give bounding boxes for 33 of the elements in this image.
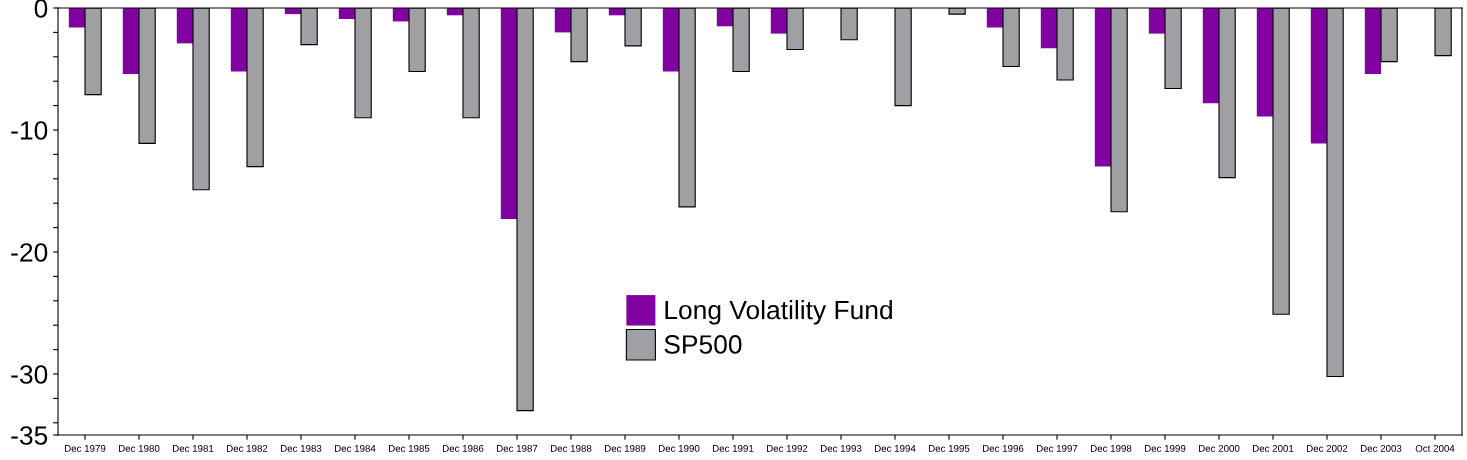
x-tick-label: Dec 1988 <box>550 444 592 452</box>
x-tick-label: Dec 1980 <box>118 444 160 452</box>
y-tick-label: -20 <box>11 243 48 262</box>
x-tick-label: Dec 1987 <box>496 444 538 452</box>
legend-label: SP500 <box>664 335 742 354</box>
x-tick-label: Dec 1983 <box>280 444 322 452</box>
x-tick-label: Dec 1995 <box>928 444 970 452</box>
x-tick-label: Dec 1996 <box>982 444 1024 452</box>
x-tick-label: Dec 2002 <box>1306 444 1348 452</box>
x-tick-label: Dec 1993 <box>820 444 862 452</box>
y-tick-label: -30 <box>11 365 48 384</box>
x-tick-label: Dec 1990 <box>658 444 700 452</box>
x-tick-label: Dec 1998 <box>1090 444 1132 452</box>
x-tick-label: Dec 2000 <box>1198 444 1240 452</box>
x-tick-label: Dec 1986 <box>442 444 484 452</box>
x-tick-label: Dec 1979 <box>64 444 106 452</box>
x-tick-label: Dec 1991 <box>712 444 754 452</box>
x-tick-label: Dec 2001 <box>1252 444 1294 452</box>
y-tick-label: 0 <box>34 0 48 18</box>
y-tick-label: -35 <box>11 426 48 445</box>
x-tick-label: Dec 1984 <box>334 444 376 452</box>
x-tick-label: Dec 1981 <box>172 444 214 452</box>
x-tick-label: Dec 1999 <box>1144 444 1186 452</box>
x-tick-label: Oct 2004 <box>1415 444 1455 452</box>
x-tick-label: Dec 2003 <box>1360 444 1402 452</box>
x-tick-label: Dec 1994 <box>874 444 916 452</box>
x-tick-label: Dec 1997 <box>1036 444 1078 452</box>
x-tick-label: Dec 1989 <box>604 444 646 452</box>
legend-label: Long Volatility Fund <box>665 299 892 325</box>
y-tick-label: -10 <box>11 121 48 140</box>
x-tick-label: Dec 1992 <box>766 444 808 452</box>
x-tick-label: Dec 1982 <box>226 444 268 452</box>
x-tick-label: Dec 1985 <box>388 444 430 452</box>
